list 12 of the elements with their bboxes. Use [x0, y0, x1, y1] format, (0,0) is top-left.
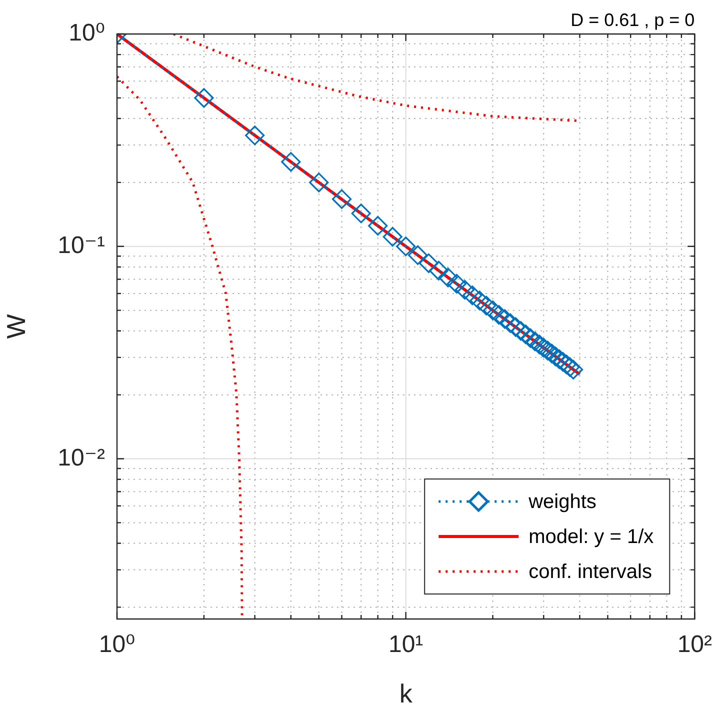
y-tick-label: 10⁻² [58, 444, 106, 472]
y-axis-title: W [0, 314, 31, 339]
x-axis-title: k [399, 678, 414, 709]
y-tick-label: 10⁰ [68, 20, 105, 47]
legend-label: model: y = 1/x [528, 526, 654, 548]
x-tick-label: 10⁰ [98, 631, 136, 658]
legend-label: conf. intervals [528, 561, 652, 584]
text: D = 0.61 , p = 0 [570, 10, 695, 30]
y-tick-label: 10⁻¹ [58, 232, 106, 260]
legend-label: weights [528, 491, 596, 514]
x-tick-label: 10² [677, 631, 712, 658]
x-tick-label: 10¹ [388, 631, 424, 658]
